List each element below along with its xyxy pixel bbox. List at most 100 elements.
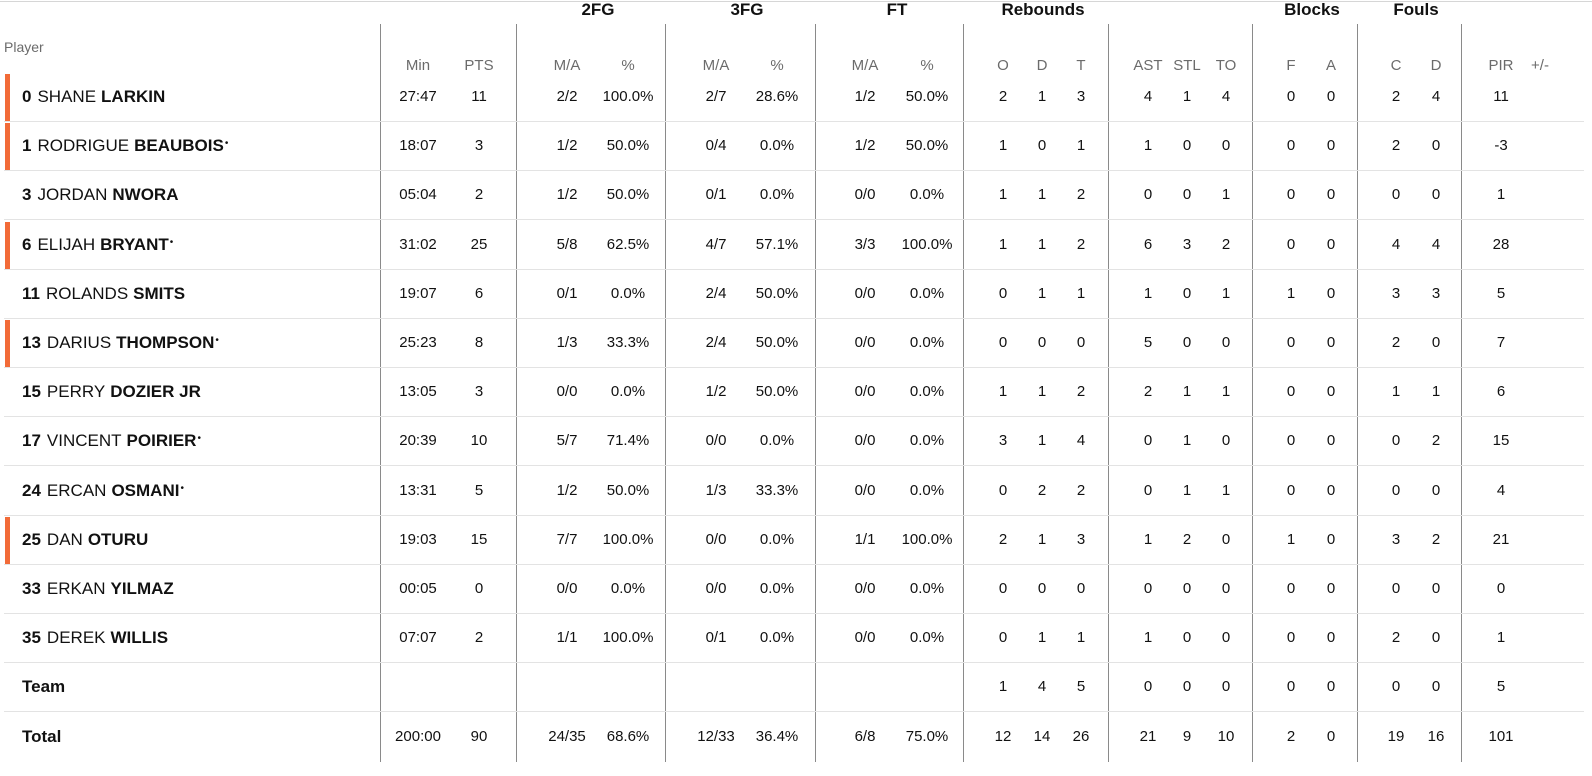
- stat-ast: 21: [1139, 727, 1157, 745]
- column-header-2fg-ma[interactable]: M/A: [553, 57, 581, 74]
- stat-reb-t: 5: [1076, 678, 1086, 696]
- table-row[interactable]: 6 ELIJAH BRYANT• 31:02 25 5/8 62.5% 4/7 57.1% 3/3…: [0, 221, 1592, 270]
- stat-min: 05:04: [399, 186, 437, 204]
- column-header-blk-a[interactable]: A: [1325, 57, 1337, 74]
- table-row[interactable]: 33 ERKAN YILMAZ 00:05 0 0/0 0.0% 0/0 0.0% 0/0 0.0%…: [0, 565, 1592, 614]
- stat-blk-f: 0: [1286, 432, 1296, 450]
- column-header-to[interactable]: TO: [1215, 57, 1237, 74]
- stat-2fg-pct: 50.0%: [606, 481, 650, 499]
- stat-2fg-ma: 24/35: [548, 727, 586, 745]
- stat-3fg-pct: 36.4%: [755, 727, 799, 745]
- table-row[interactable]: 35 DEREK WILLIS 07:07 2 1/1 100.0% 0/1 0.0% 0/0 0.…: [0, 614, 1592, 664]
- stat-3fg-ma: 1/3: [705, 481, 727, 499]
- player-name-cell[interactable]: 17 VINCENT POIRIER•: [22, 431, 201, 451]
- stat-pir: 1: [1496, 629, 1506, 647]
- player-name-cell[interactable]: 24 ERCAN OSMANI•: [22, 481, 184, 501]
- stat-pts: 15: [470, 530, 488, 548]
- player-name-cell[interactable]: 15 PERRY DOZIER JR: [22, 382, 201, 402]
- player-column-header: Player: [4, 39, 44, 55]
- player-name-cell[interactable]: 33 ERKAN YILMAZ: [22, 579, 174, 599]
- stat-ast: 2: [1143, 383, 1153, 401]
- column-header-3fg-ma[interactable]: M/A: [702, 57, 730, 74]
- group-header-ft: FT: [886, 0, 908, 19]
- stat-2fg-pct: 0.0%: [610, 383, 646, 401]
- player-name-cell[interactable]: 3 JORDAN NWORA: [22, 185, 178, 205]
- table-row[interactable]: 0 SHANE LARKIN 27:47 11 2/2 100.0% 2/7 28.6% 1/2 5…: [0, 73, 1592, 122]
- table-row[interactable]: 24 ERCAN OSMANI• 13:31 5 1/2 50.0% 1/3 33.3% 0/0 0…: [0, 467, 1592, 516]
- stat-foul-c: 2: [1391, 629, 1401, 647]
- column-header-pir[interactable]: PIR: [1488, 57, 1514, 74]
- column-header-plus-minus[interactable]: +/-: [1531, 57, 1549, 74]
- stat-blk-f: 1: [1286, 530, 1296, 548]
- starter-dot: •: [215, 335, 219, 346]
- column-header-reb-d[interactable]: D: [1036, 57, 1048, 74]
- player-name-cell[interactable]: 1 RODRIGUE BEAUBOIS•: [22, 136, 228, 156]
- stat-blk-f: 0: [1286, 580, 1296, 597]
- player-number: 1: [22, 136, 32, 156]
- column-header-blk-f[interactable]: F: [1286, 57, 1296, 74]
- player-last-name: DOZIER JR: [110, 382, 201, 402]
- stat-to: 1: [1221, 186, 1231, 204]
- player-number: 35: [22, 628, 41, 648]
- player-name-cell[interactable]: 13 DARIUS THOMPSON•: [22, 333, 219, 353]
- stat-ft-pct: 75.0%: [905, 727, 949, 745]
- column-header-reb-o[interactable]: O: [997, 57, 1009, 74]
- table-row[interactable]: 15 PERRY DOZIER JR 13:05 3 0/0 0.0% 1/2 50.0% 0/0…: [0, 368, 1592, 418]
- stat-3fg-pct: 50.0%: [755, 334, 799, 351]
- stat-stl: 0: [1182, 334, 1192, 351]
- stat-reb-t: 1: [1076, 629, 1086, 647]
- column-header-ft-pct[interactable]: %: [920, 57, 934, 74]
- player-first-name: ELIJAH: [37, 234, 96, 254]
- table-row[interactable]: 3 JORDAN NWORA 05:04 2 1/2 50.0% 0/1 0.0% 0/0 0.0%…: [0, 171, 1592, 221]
- player-name-cell[interactable]: 25 DAN OTURU: [22, 530, 148, 550]
- column-header-2fg-pct[interactable]: %: [621, 57, 635, 74]
- player-number: 24: [22, 480, 41, 500]
- row-divider: [4, 465, 1584, 467]
- stat-3fg-ma: 12/33: [697, 727, 735, 745]
- player-name-cell[interactable]: 6 ELIJAH BRYANT•: [22, 235, 173, 255]
- starter-indicator: [5, 320, 10, 367]
- stat-reb-d: 1: [1037, 432, 1047, 450]
- player-number: 13: [22, 333, 41, 352]
- table-row[interactable]: 11 ROLANDS SMITS 19:07 6 0/1 0.0% 2/4 50.0% 0/0 0.…: [0, 270, 1592, 319]
- table-row[interactable]: 17 VINCENT POIRIER• 20:39 10 5/7 71.4% 0/0 0.0% 0…: [0, 417, 1592, 467]
- row-divider: [4, 711, 1584, 713]
- stat-reb-d: 1: [1037, 235, 1047, 253]
- stat-2fg-ma: 5/8: [556, 235, 578, 253]
- stat-reb-d: 0: [1037, 334, 1047, 351]
- column-header-stl[interactable]: STL: [1173, 57, 1201, 74]
- starter-dot: •: [169, 236, 174, 248]
- column-header-foul-d[interactable]: D: [1430, 57, 1442, 74]
- team-row-label: Team: [22, 677, 66, 697]
- column-header-reb-t[interactable]: T: [1076, 57, 1086, 74]
- column-divider: [665, 24, 666, 762]
- stat-reb-t: 1: [1076, 137, 1086, 155]
- table-row[interactable]: 13 DARIUS THOMPSON• 25:23 8 1/3 33.3% 2/4 50.0% 0…: [0, 319, 1592, 368]
- table-row[interactable]: 1 RODRIGUE BEAUBOIS• 18:07 3 1/2 50.0% 0/4 0.0% 1…: [0, 122, 1592, 172]
- stat-2fg-ma: 1/2: [556, 186, 578, 204]
- column-header-3fg-pct[interactable]: %: [770, 57, 784, 74]
- column-header-min[interactable]: Min: [405, 57, 431, 74]
- stat-min: 31:02: [399, 235, 437, 253]
- stat-pts: 10: [470, 432, 488, 450]
- stat-foul-d: 3: [1431, 284, 1441, 302]
- column-header-foul-c[interactable]: C: [1390, 57, 1402, 74]
- team-row: Team 1 4 5 0 0 0 0 0 0 0 5: [0, 663, 1592, 713]
- stat-stl: 1: [1182, 88, 1192, 105]
- stat-stl: 0: [1182, 284, 1192, 302]
- player-name-cell[interactable]: 11 ROLANDS SMITS: [22, 284, 185, 304]
- column-header-pts[interactable]: PTS: [464, 57, 494, 74]
- stat-3fg-ma: 0/0: [705, 432, 727, 450]
- player-name-cell[interactable]: 0 SHANE LARKIN: [22, 87, 165, 107]
- stat-blk-a: 0: [1326, 530, 1336, 548]
- column-header-ast[interactable]: AST: [1133, 57, 1163, 74]
- stat-to: 0: [1221, 629, 1231, 647]
- stat-blk-a: 0: [1326, 727, 1336, 745]
- row-divider: [4, 662, 1584, 664]
- stat-ft-ma: 0/0: [854, 481, 876, 499]
- player-name-cell[interactable]: 35 DEREK WILLIS: [22, 628, 168, 648]
- column-header-ft-ma[interactable]: M/A: [851, 57, 879, 74]
- stat-foul-c: 0: [1391, 186, 1401, 204]
- table-row[interactable]: 25 DAN OTURU 19:03 15 7/7 100.0% 0/0 0.0% 1/1 100.…: [0, 516, 1592, 565]
- stat-reb-d: 0: [1037, 137, 1047, 155]
